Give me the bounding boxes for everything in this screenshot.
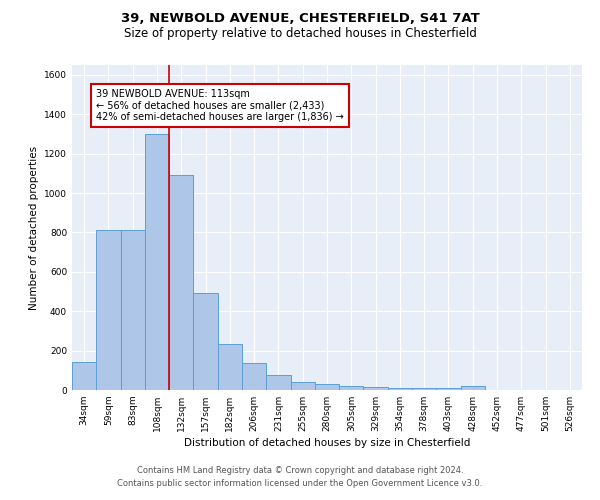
Bar [266,375,290,390]
Y-axis label: Number of detached properties: Number of detached properties [29,146,38,310]
Bar [193,294,218,390]
Bar [218,344,242,390]
Bar [388,388,412,390]
Bar [339,386,364,390]
Bar [96,230,121,390]
Bar [290,382,315,390]
Bar [72,362,96,390]
Bar [315,384,339,390]
Text: 39, NEWBOLD AVENUE, CHESTERFIELD, S41 7AT: 39, NEWBOLD AVENUE, CHESTERFIELD, S41 7A… [121,12,479,26]
X-axis label: Distribution of detached houses by size in Chesterfield: Distribution of detached houses by size … [184,438,470,448]
Bar [364,387,388,390]
Text: 39 NEWBOLD AVENUE: 113sqm
← 56% of detached houses are smaller (2,433)
42% of se: 39 NEWBOLD AVENUE: 113sqm ← 56% of detac… [96,88,344,122]
Text: Contains HM Land Registry data © Crown copyright and database right 2024.
Contai: Contains HM Land Registry data © Crown c… [118,466,482,487]
Bar [461,386,485,390]
Bar [169,176,193,390]
Bar [412,388,436,390]
Bar [242,364,266,390]
Bar [121,230,145,390]
Text: Size of property relative to detached houses in Chesterfield: Size of property relative to detached ho… [124,28,476,40]
Bar [145,134,169,390]
Bar [436,388,461,390]
